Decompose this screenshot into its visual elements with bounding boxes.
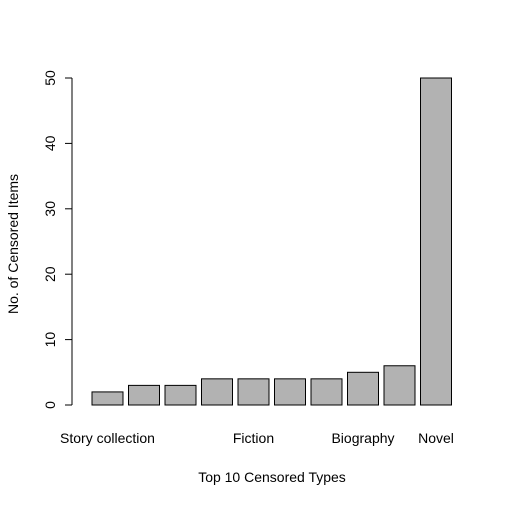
y-tick-label: 50: [42, 70, 58, 86]
y-tick-label: 10: [42, 332, 58, 348]
bar: [128, 384, 160, 406]
x-tick-label: Fiction: [233, 430, 274, 446]
x-axis-label: Top 10 Censored Types: [198, 469, 346, 485]
y-tick-label: 0: [42, 401, 58, 409]
bar: [383, 365, 416, 406]
bar: [310, 378, 343, 406]
y-axis-label: No. of Censored Items: [5, 174, 21, 314]
x-tick-label: Biography: [331, 430, 394, 446]
x-tick-labels: Story collection Fiction Biography Novel: [60, 430, 454, 446]
x-tick-label: Novel: [418, 430, 454, 446]
x-tick-label: Story collection: [60, 430, 155, 446]
y-tick-label: 30: [42, 201, 58, 217]
y-tick-label: 40: [42, 135, 58, 151]
bars: [91, 77, 452, 406]
bar: [420, 77, 452, 406]
bar: [347, 371, 379, 406]
bar: [91, 391, 124, 406]
bar: [274, 378, 306, 406]
bar: [237, 378, 270, 406]
bar: [201, 378, 233, 406]
y-tick-label: 20: [42, 266, 58, 282]
y-axis: 0 10 20 30 40 50: [42, 70, 73, 409]
bar: [164, 384, 197, 406]
